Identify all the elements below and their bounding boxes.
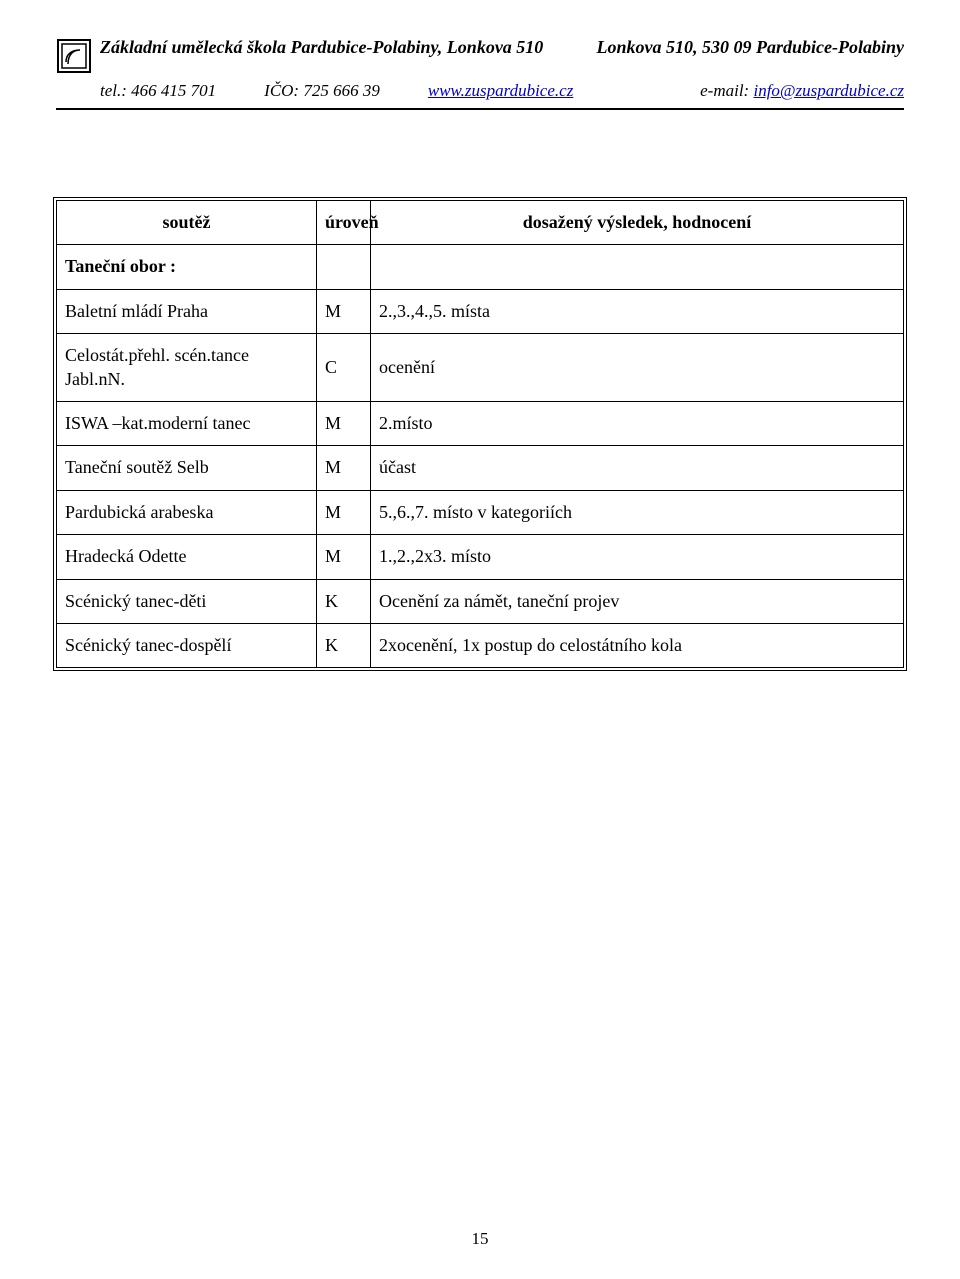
cell-name: Taneční soutěž Selb xyxy=(57,446,317,490)
cell-name: Pardubická arabeska xyxy=(57,490,317,534)
web-link[interactable]: www.zuspardubice.cz xyxy=(428,80,573,102)
school-address: Lonkova 510, 530 09 Pardubice-Polabiny xyxy=(597,36,904,59)
cell-result: 2.,3.,4.,5. místa xyxy=(371,289,904,333)
section-empty-level xyxy=(317,245,371,289)
cell-name: Hradecká Odette xyxy=(57,535,317,579)
cell-result: ocenění xyxy=(371,334,904,402)
school-logo-icon xyxy=(56,38,92,74)
header-divider xyxy=(56,108,904,110)
table-row: Pardubická arabeska M 5.,6.,7. místo v k… xyxy=(57,490,904,534)
subheader-left: tel.: 466 415 701 IČO: 725 666 39 www.zu… xyxy=(100,80,573,102)
page: Základní umělecká škola Pardubice-Polabi… xyxy=(0,0,960,1279)
cell-name: Baletní mládí Praha xyxy=(57,289,317,333)
cell-level: M xyxy=(317,535,371,579)
cell-result: 5.,6.,7. místo v kategoriích xyxy=(371,490,904,534)
table-row: Hradecká Odette M 1.,2.,2x3. místo xyxy=(57,535,904,579)
col-header-result: dosažený výsledek, hodnocení xyxy=(371,201,904,245)
table-row: ISWA –kat.moderní tanec M 2.místo xyxy=(57,402,904,446)
cell-result: 1.,2.,2x3. místo xyxy=(371,535,904,579)
section-label: Taneční obor : xyxy=(57,245,317,289)
cell-level: M xyxy=(317,446,371,490)
email-label: e-mail: xyxy=(700,81,753,100)
col-header-competition: soutěž xyxy=(57,201,317,245)
results-table: soutěž úroveň dosažený výsledek, hodnoce… xyxy=(56,200,904,668)
table-header-row: soutěž úroveň dosažený výsledek, hodnoce… xyxy=(57,201,904,245)
cell-result: Ocenění za námět, taneční projev xyxy=(371,579,904,623)
section-empty-result xyxy=(371,245,904,289)
page-number: 15 xyxy=(0,1229,960,1249)
table-row: Scénický tanec-děti K Ocenění za námět, … xyxy=(57,579,904,623)
table-row: Baletní mládí Praha M 2.,3.,4.,5. místa xyxy=(57,289,904,333)
cell-name: Scénický tanec-děti xyxy=(57,579,317,623)
cell-level: K xyxy=(317,624,371,668)
cell-level: C xyxy=(317,334,371,402)
table-row: Taneční soutěž Selb M účast xyxy=(57,446,904,490)
cell-result: účast xyxy=(371,446,904,490)
email-block: e-mail: info@zuspardubice.cz xyxy=(700,80,904,102)
cell-result: 2.místo xyxy=(371,402,904,446)
subheader-row: tel.: 466 415 701 IČO: 725 666 39 www.zu… xyxy=(100,80,904,102)
tel-label: tel.: 466 415 701 xyxy=(100,80,216,102)
cell-level: K xyxy=(317,579,371,623)
table-row: Celostát.přehl. scén.tance Jabl.nN. C oc… xyxy=(57,334,904,402)
table-row: Scénický tanec-dospělí K 2xocenění, 1x p… xyxy=(57,624,904,668)
cell-level: M xyxy=(317,490,371,534)
cell-name: Celostát.přehl. scén.tance Jabl.nN. xyxy=(57,334,317,402)
header-row: Základní umělecká škola Pardubice-Polabi… xyxy=(56,36,904,74)
cell-name: Scénický tanec-dospělí xyxy=(57,624,317,668)
cell-level: M xyxy=(317,289,371,333)
school-name: Základní umělecká škola Pardubice-Polabi… xyxy=(100,36,543,59)
cell-level: M xyxy=(317,402,371,446)
header-left: Základní umělecká škola Pardubice-Polabi… xyxy=(56,36,543,74)
email-link[interactable]: info@zuspardubice.cz xyxy=(753,81,904,100)
section-row: Taneční obor : xyxy=(57,245,904,289)
ico-label: IČO: 725 666 39 xyxy=(264,80,380,102)
cell-name: ISWA –kat.moderní tanec xyxy=(57,402,317,446)
cell-result: 2xocenění, 1x postup do celostátního kol… xyxy=(371,624,904,668)
col-header-level: úroveň xyxy=(317,201,371,245)
